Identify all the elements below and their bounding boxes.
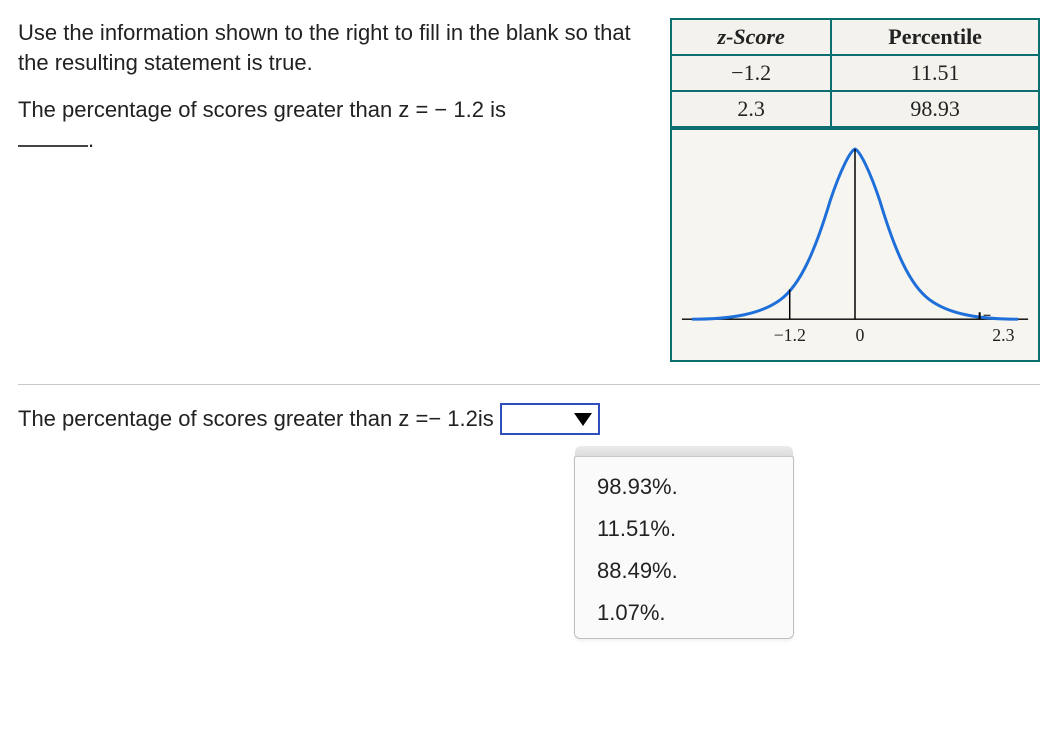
cell-z: 2.3 xyxy=(671,91,831,127)
answer-dropdown[interactable] xyxy=(500,403,600,435)
cell-p: 98.93 xyxy=(831,91,1039,127)
normal-curve-chart: −1.2 0 2.3 xyxy=(670,128,1040,362)
dropdown-list-wrap: 98.93%. 11.51%. 88.49%. 1.07%. xyxy=(574,453,794,639)
chevron-down-icon xyxy=(574,413,592,426)
dropdown-panel: 98.93%. 11.51%. 88.49%. 1.07%. xyxy=(574,453,794,639)
answer-prefix: The percentage of scores greater than z … xyxy=(18,406,428,432)
blank-underline xyxy=(18,145,88,147)
xlabel-23: 2.3 xyxy=(992,325,1014,345)
xlabel-neg12: −1.2 xyxy=(774,325,806,345)
table-row: −1.2 11.51 xyxy=(671,55,1039,91)
normal-curve-svg: −1.2 0 2.3 xyxy=(672,130,1038,360)
question-text-column: Use the information shown to the right t… xyxy=(18,18,650,173)
xlabel-0: 0 xyxy=(855,325,864,345)
instruction-text: Use the information shown to the right t… xyxy=(18,18,650,77)
header-zscore: z-Score xyxy=(671,19,831,55)
z-score-table: z-Score Percentile −1.2 11.51 2.3 98.93 xyxy=(670,18,1040,128)
answer-z: − 1.2 xyxy=(428,406,478,432)
sentence-suffix: is xyxy=(484,97,506,122)
fill-blank-sentence: The percentage of scores greater than z … xyxy=(18,95,650,154)
table-row: 2.3 98.93 xyxy=(671,91,1039,127)
z-value: − 1.2 xyxy=(434,97,484,122)
dropdown-option[interactable]: 11.51%. xyxy=(575,508,793,550)
reference-column: z-Score Percentile −1.2 11.51 2.3 98.93 xyxy=(670,18,1040,362)
cell-p: 11.51 xyxy=(831,55,1039,91)
blank-period: . xyxy=(88,127,94,152)
answer-suffix: is xyxy=(478,406,494,432)
cell-z: −1.2 xyxy=(671,55,831,91)
answer-row: The percentage of scores greater than z … xyxy=(18,403,1040,435)
dropdown-option[interactable]: 88.49%. xyxy=(575,550,793,592)
question-area: Use the information shown to the right t… xyxy=(18,18,1040,362)
divider xyxy=(18,384,1040,385)
dropdown-option[interactable]: 1.07%. xyxy=(575,592,793,634)
header-percentile: Percentile xyxy=(831,19,1039,55)
sentence-prefix: The percentage of scores greater than z … xyxy=(18,97,434,122)
dropdown-option[interactable]: 98.93%. xyxy=(575,466,793,508)
table-header-row: z-Score Percentile xyxy=(671,19,1039,55)
